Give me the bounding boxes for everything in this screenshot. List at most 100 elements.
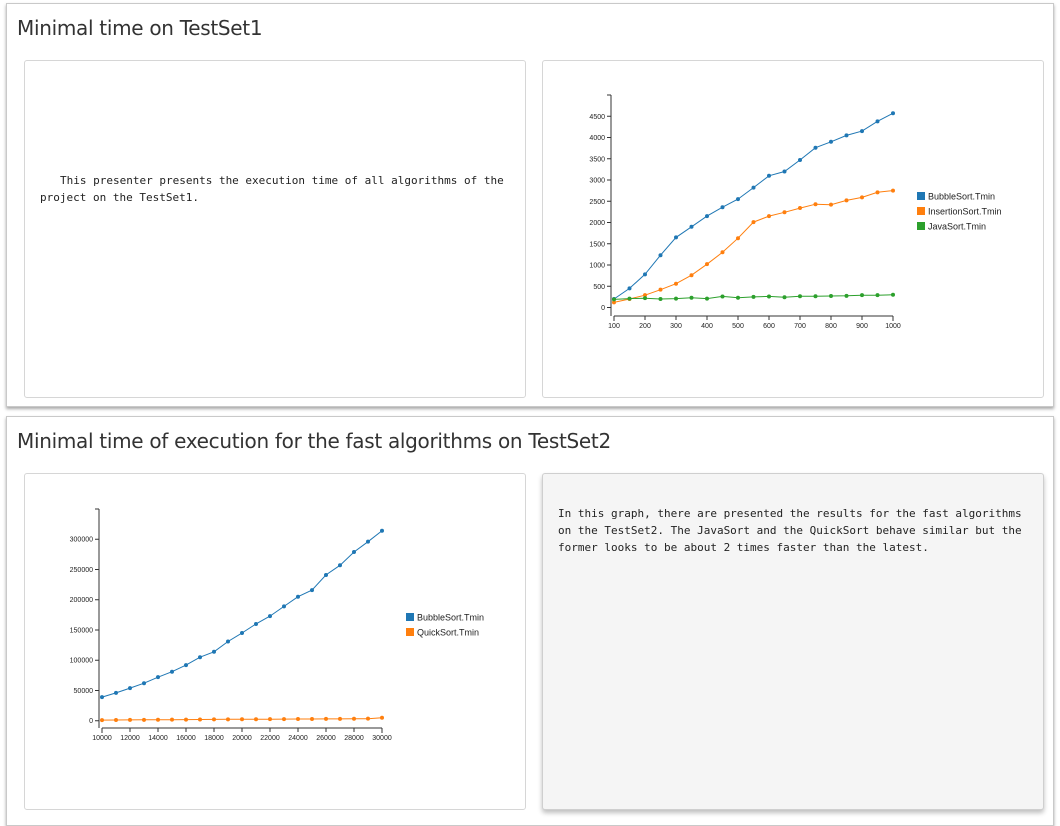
data-point bbox=[282, 717, 286, 722]
legend-swatch bbox=[917, 207, 925, 215]
data-point bbox=[100, 695, 104, 700]
y-tick-label: 3500 bbox=[589, 156, 605, 163]
x-tick-label: 26000 bbox=[316, 735, 336, 742]
data-point bbox=[226, 639, 230, 644]
data-point bbox=[736, 295, 740, 300]
data-point bbox=[643, 296, 647, 301]
data-point bbox=[612, 300, 616, 305]
data-point bbox=[100, 718, 104, 723]
data-point bbox=[226, 717, 230, 722]
x-tick-label: 100 bbox=[608, 323, 620, 330]
legend-swatch bbox=[406, 628, 414, 636]
data-point bbox=[720, 205, 725, 210]
data-point bbox=[324, 716, 328, 721]
data-point bbox=[813, 145, 818, 150]
data-point bbox=[798, 206, 802, 211]
data-point bbox=[310, 588, 314, 593]
x-tick-label: 500 bbox=[732, 323, 744, 330]
data-point bbox=[114, 718, 118, 723]
x-tick-label: 30000 bbox=[372, 735, 392, 742]
y-tick-label: 1000 bbox=[589, 263, 605, 270]
data-point bbox=[844, 133, 849, 138]
data-point bbox=[720, 294, 725, 299]
x-tick-label: 24000 bbox=[288, 735, 308, 742]
y-tick-label: 1500 bbox=[589, 241, 605, 248]
x-tick-label: 700 bbox=[794, 323, 806, 330]
y-tick-label: 500 bbox=[593, 284, 605, 291]
data-point bbox=[860, 129, 864, 134]
data-point bbox=[142, 681, 146, 686]
legend-label: JavaSort.Tmin bbox=[928, 222, 986, 232]
data-point bbox=[720, 250, 725, 255]
legend-swatch bbox=[917, 222, 925, 230]
series-line bbox=[613, 190, 894, 303]
data-point bbox=[860, 195, 864, 200]
data-point bbox=[736, 197, 740, 202]
description-text: In this graph, there are presented the r… bbox=[558, 507, 1022, 554]
data-point bbox=[142, 717, 146, 722]
legend-label: BubbleSort.Tmin bbox=[417, 613, 484, 623]
data-point bbox=[813, 202, 818, 207]
series-line bbox=[613, 112, 894, 300]
description-card: In this graph, there are presented the r… bbox=[542, 473, 1044, 810]
data-point bbox=[844, 293, 849, 298]
x-tick-label: 12000 bbox=[120, 735, 140, 742]
y-tick-label: 2500 bbox=[589, 199, 605, 206]
data-point bbox=[689, 295, 694, 300]
data-point bbox=[254, 621, 258, 626]
x-tick-label: 800 bbox=[825, 323, 837, 330]
y-tick-label: 4500 bbox=[589, 114, 605, 121]
legend-label: QuickSort.Tmin bbox=[417, 628, 479, 638]
data-point bbox=[612, 297, 616, 302]
data-point bbox=[268, 614, 272, 619]
data-point bbox=[128, 717, 132, 722]
data-point bbox=[338, 563, 342, 568]
data-point bbox=[829, 202, 833, 207]
data-point bbox=[240, 631, 244, 636]
data-point bbox=[658, 287, 663, 292]
data-point bbox=[782, 169, 787, 174]
data-point bbox=[352, 549, 356, 554]
data-point bbox=[674, 296, 678, 301]
data-point bbox=[282, 604, 286, 609]
data-point bbox=[891, 188, 895, 193]
data-point bbox=[813, 294, 818, 299]
data-point bbox=[170, 669, 174, 674]
series-line bbox=[101, 530, 383, 698]
data-point bbox=[689, 224, 694, 229]
data-point bbox=[198, 717, 202, 722]
data-point bbox=[254, 717, 258, 722]
y-tick-label: 3000 bbox=[589, 178, 605, 185]
x-tick-label: 20000 bbox=[232, 735, 252, 742]
data-point bbox=[736, 236, 740, 241]
x-tick-label: 900 bbox=[856, 323, 868, 330]
description-text: This presenter presents the execution ti… bbox=[40, 174, 504, 204]
data-point bbox=[627, 296, 632, 301]
data-point bbox=[705, 214, 709, 219]
y-tick-label: 300000 bbox=[70, 537, 93, 544]
x-tick-label: 16000 bbox=[176, 735, 196, 742]
y-tick-label: 200000 bbox=[70, 597, 93, 604]
data-point bbox=[643, 272, 647, 277]
data-point bbox=[643, 293, 647, 298]
data-point bbox=[324, 572, 328, 577]
y-tick-label: 250000 bbox=[70, 567, 93, 574]
data-point bbox=[798, 294, 802, 299]
data-point bbox=[844, 198, 849, 203]
data-point bbox=[366, 716, 370, 721]
x-tick-label: 28000 bbox=[344, 735, 364, 742]
data-point bbox=[767, 294, 771, 299]
data-point bbox=[891, 292, 895, 297]
data-point bbox=[798, 158, 802, 163]
data-point bbox=[627, 286, 632, 291]
data-point bbox=[198, 655, 202, 660]
x-tick-label: 1000 bbox=[885, 323, 901, 330]
y-tick-label: 2000 bbox=[589, 220, 605, 227]
data-point bbox=[875, 293, 880, 298]
y-tick-label: 0 bbox=[601, 305, 605, 312]
data-point bbox=[767, 214, 771, 219]
data-point bbox=[128, 686, 132, 691]
legend-label: InsertionSort.Tmin bbox=[928, 207, 1002, 217]
data-point bbox=[240, 717, 244, 722]
data-point bbox=[212, 649, 216, 654]
